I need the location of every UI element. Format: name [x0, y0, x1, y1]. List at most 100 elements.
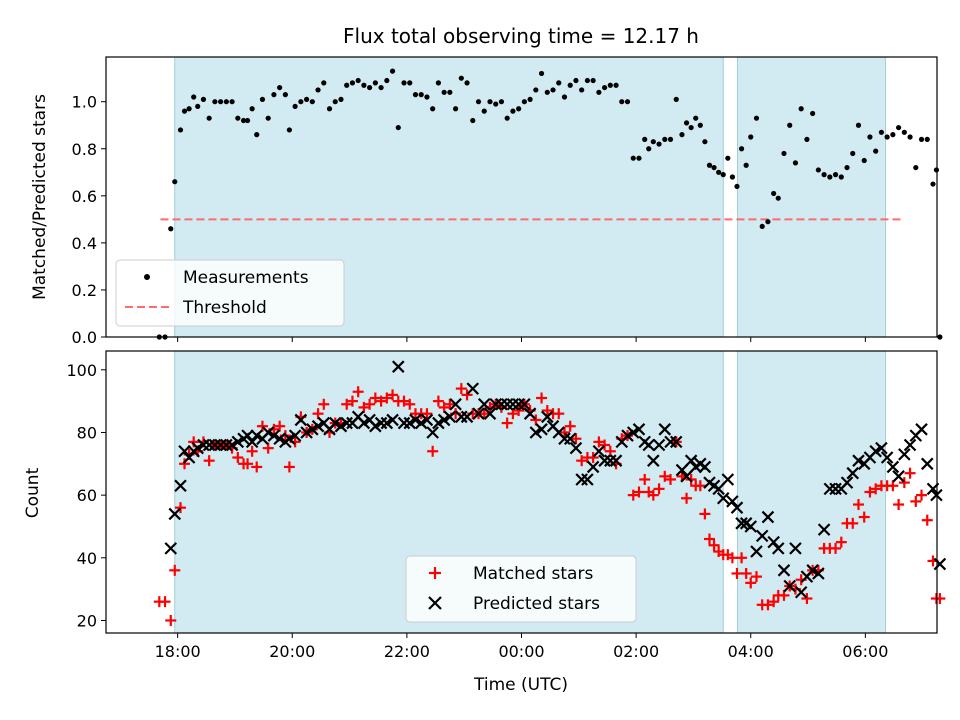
predicted-star-point	[789, 542, 802, 555]
measurement-point	[844, 164, 850, 171]
measurement-point	[168, 226, 174, 232]
predicted-star-point	[455, 410, 468, 424]
measurement-point	[656, 141, 662, 147]
predicted-star-point	[523, 407, 537, 420]
measurement-point	[504, 115, 510, 121]
measurement-point	[240, 117, 247, 124]
measurement-point	[265, 115, 271, 121]
measurement-point	[395, 124, 401, 131]
measurement-point	[286, 127, 292, 133]
y-tick-label: 60	[77, 486, 97, 505]
predicted-star-point	[812, 567, 825, 580]
predicted-stars-series	[164, 360, 947, 599]
predicted-star-point	[680, 470, 693, 483]
legend-matched-marker	[429, 567, 441, 579]
measurement-point	[573, 77, 579, 84]
predicted-star-point	[920, 457, 934, 471]
matched-star-point	[778, 589, 790, 601]
measurement-point	[418, 92, 424, 98]
measurement-point	[896, 124, 902, 131]
measurement-point	[832, 172, 839, 178]
measurement-point	[890, 132, 896, 138]
matched-star-point	[478, 408, 490, 420]
measurement-point	[759, 223, 765, 230]
predicted-star-point	[294, 413, 308, 427]
measurement-point	[470, 117, 476, 124]
measurement-point	[804, 136, 810, 142]
measurement-point	[720, 172, 726, 178]
measurement-point	[584, 77, 591, 84]
predicted-star-point	[472, 407, 485, 420]
measurement-point	[918, 136, 925, 142]
measurement-point	[792, 160, 799, 166]
predicted-star-point	[777, 564, 791, 577]
matched-star-point	[593, 436, 605, 448]
y-tick-label: 80	[77, 423, 97, 442]
x-tick-label: 02:00	[613, 642, 659, 661]
predicted-star-point	[241, 429, 254, 442]
measurement-point	[861, 157, 867, 164]
predicted-star-point	[245, 435, 259, 449]
matched-star-point	[681, 492, 693, 504]
measurement-point	[309, 99, 315, 105]
matched-star-point	[455, 383, 467, 395]
measurement-point	[550, 87, 556, 93]
matched-star-point	[175, 502, 187, 514]
predicted-star-point	[609, 454, 623, 467]
measurement-point	[781, 150, 787, 157]
matched-star-point	[438, 401, 450, 413]
matched-star-point	[553, 408, 565, 420]
predicted-star-point	[726, 495, 739, 508]
measurement-point	[487, 99, 493, 105]
predicted-star-point	[880, 451, 894, 464]
matched-star-point	[507, 408, 519, 420]
measurement-point	[924, 136, 930, 142]
measurement-point	[901, 129, 907, 135]
predicted-star-point	[220, 438, 233, 452]
measurement-point	[673, 96, 679, 102]
predicted-star-point	[698, 460, 712, 474]
matched-star-point	[835, 536, 847, 548]
matched-star-point	[256, 420, 268, 432]
measurement-point	[206, 115, 212, 121]
predicted-star-point	[541, 410, 554, 424]
shaded-interval-2	[737, 56, 886, 338]
measurement-point	[688, 124, 694, 131]
matched-star-point	[934, 593, 946, 605]
measurement-point	[349, 80, 356, 86]
matched-star-point	[599, 439, 611, 451]
y-tick-label: 40	[77, 549, 97, 568]
measurement-point	[693, 115, 699, 121]
predicted-star-point	[208, 438, 222, 452]
measurement-point	[344, 82, 350, 88]
matched-star-point	[398, 395, 410, 407]
measurement-point	[734, 183, 740, 190]
predicted-star-point	[604, 454, 617, 467]
matched-star-point	[352, 386, 364, 398]
measurement-point	[771, 190, 777, 197]
measurement-point	[590, 77, 596, 84]
measurement-point	[412, 92, 419, 98]
y-tick-label: 0.2	[72, 281, 97, 300]
predicted-star-point	[374, 416, 388, 430]
matched-star-point	[283, 461, 295, 473]
top-legend-box	[115, 259, 345, 327]
predicted-star-point	[449, 397, 462, 411]
matched-star-point	[904, 467, 916, 479]
measurement-point	[838, 174, 844, 180]
measurement-point	[493, 101, 499, 107]
measurement-point	[538, 70, 545, 77]
predicted-star-point	[886, 460, 900, 474]
measurement-point	[181, 108, 188, 114]
measurement-point	[338, 96, 344, 102]
matched-star-point	[358, 401, 370, 413]
predicted-star-point	[202, 438, 216, 452]
x-tick-label: 20:00	[269, 642, 315, 661]
matched-star-point	[665, 473, 677, 485]
matched-star-point	[232, 452, 244, 464]
matched-star-point	[887, 480, 899, 492]
measurement-point	[725, 155, 731, 161]
measurement-point	[787, 122, 793, 128]
matched-star-point	[179, 458, 191, 470]
matched-star-point	[731, 567, 743, 579]
